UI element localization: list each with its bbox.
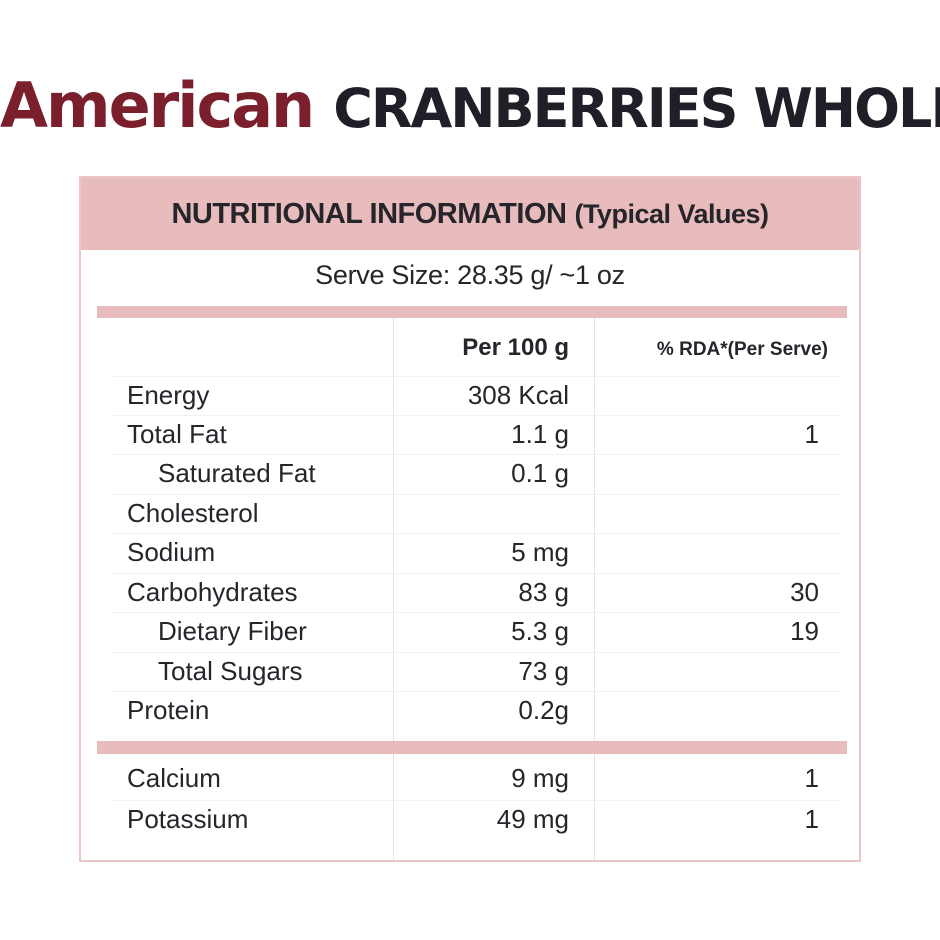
table-row: Energy 308 Kcal [111, 376, 841, 416]
per100-value: 1.1 g [511, 419, 569, 449]
per100-value: 308 Kcal [467, 380, 569, 410]
column-divider [594, 318, 595, 860]
product-name: CRANBERRIES WHOLE [333, 77, 940, 140]
nutrient-label: Saturated Fat [158, 458, 316, 488]
rda-value: 30 [790, 577, 819, 607]
rda-value: 1 [804, 419, 819, 449]
table-row: Total Fat 1.1 g 1 [111, 415, 841, 455]
per100-value: 9 mg [511, 763, 569, 793]
rda-value: 1 [804, 763, 819, 793]
rda-value: 1 [804, 804, 819, 834]
nutrient-label: Energy [127, 380, 210, 410]
nutrition-subheading: (Typical Values) [574, 198, 769, 229]
column-header-rda: % RDA*(Per Serve) [656, 339, 828, 360]
table-row: Carbohydrates 83 g 30 [111, 573, 841, 613]
mineral-label: Calcium [127, 763, 221, 793]
table-row: Sodium 5 mg [111, 533, 841, 573]
page-title: American CRANBERRIES WHOLE [0, 66, 940, 149]
table-row: Dietary Fiber 5.3 g 19 [111, 612, 841, 652]
per100-value: 5.3 g [511, 616, 569, 646]
nutrient-label: Carbohydrates [127, 577, 298, 607]
column-divider [393, 318, 394, 860]
nutrition-header: NUTRITIONAL INFORMATION (Typical Values) [81, 178, 859, 250]
per100-value: 0.1 g [511, 458, 569, 488]
nutrition-heading: NUTRITIONAL INFORMATION [171, 197, 567, 230]
per100-value: 49 mg [496, 804, 569, 834]
per100-value: 5 mg [511, 537, 569, 567]
nutrient-label: Dietary Fiber [158, 616, 307, 646]
nutrition-panel: NUTRITIONAL INFORMATION (Typical Values)… [79, 176, 861, 862]
table-row: Potassium 49 mg 1 [111, 800, 841, 840]
column-header-per100: Per 100 g [462, 334, 569, 361]
per100-value: 83 g [518, 577, 569, 607]
nutrient-label: Protein [127, 695, 210, 725]
per100-value: 0.2g [518, 695, 569, 725]
rda-value: 19 [790, 616, 819, 646]
per100-value: 73 g [518, 656, 569, 686]
table-row: Cholesterol [111, 494, 841, 534]
nutrient-label: Sodium [127, 537, 216, 567]
nutrient-label: Total Sugars [158, 656, 303, 686]
table-row: Protein 0.2g [111, 691, 841, 731]
divider-band [97, 741, 847, 754]
table-row: Total Sugars 73 g [111, 652, 841, 692]
mineral-label: Potassium [127, 804, 249, 834]
brand-name: American [0, 69, 315, 142]
table-row: Calcium 9 mg 1 [111, 760, 841, 799]
divider-band [97, 306, 847, 318]
nutrient-label: Cholesterol [127, 498, 259, 528]
nutrient-label: Total Fat [127, 419, 227, 449]
serve-size: Serve Size: 28.35 g/ ~1 oz [315, 260, 625, 290]
table-row: Saturated Fat 0.1 g [111, 454, 841, 494]
